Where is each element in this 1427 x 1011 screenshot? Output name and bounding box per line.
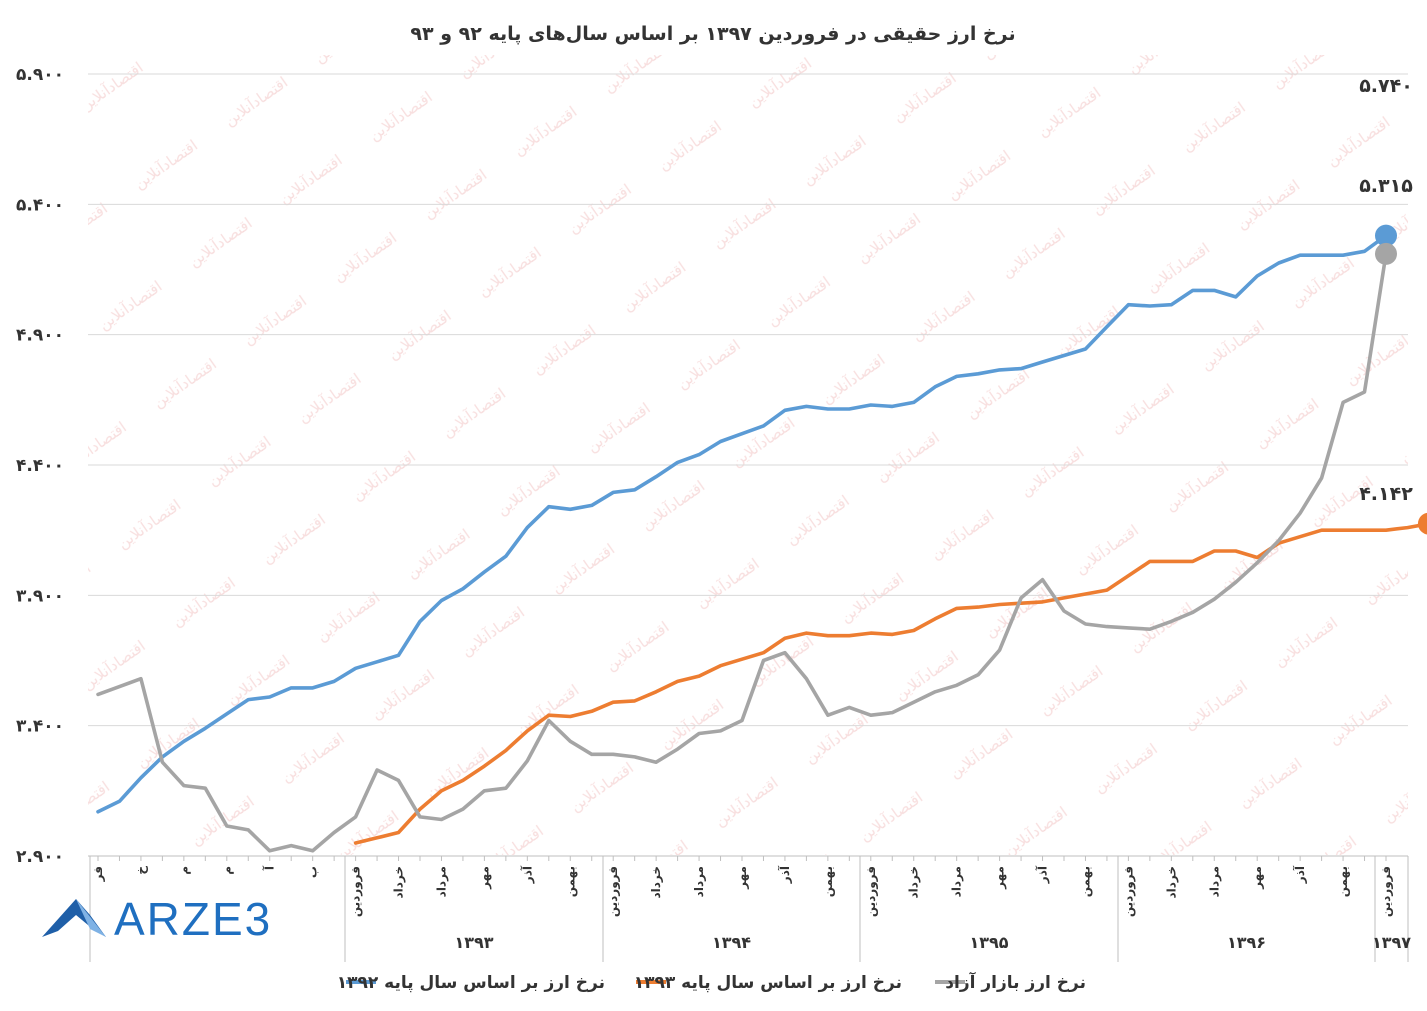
series-end-point (1375, 242, 1397, 265)
x-tick-label: آذر (777, 865, 792, 884)
x-tick-label: مرداد (692, 866, 706, 897)
chart-title: نرخ ارز حقیقی در فروردین ۱۳۹۷ بر اساس سا… (410, 23, 1015, 45)
x-tick-label: مهر (735, 866, 749, 890)
y-tick-label: ۵.۹۰۰ (16, 65, 64, 85)
series-lines (96, 233, 1427, 853)
series-end-point (1375, 224, 1397, 247)
legend-label: نرخ ارز بر اساس سال پایه ۱۳۹۲ (337, 973, 605, 993)
y-axis: ۲.۹۰۰ ۳.۴۰۰ ۳.۹۰۰ ۴.۴۰۰ ۴.۹۰۰ ۵.۴۰۰ ۵.۹۰۰ (16, 65, 64, 867)
x-tick-label: فر (91, 866, 105, 882)
x-tick-label: مهر (477, 866, 491, 890)
y-tick-label: ۴.۹۰۰ (16, 326, 64, 346)
arze3-logo: ARZE3 (42, 893, 272, 945)
x-tick-label: فروردین (864, 866, 879, 917)
y-tick-label: ۴.۴۰۰ (16, 456, 64, 476)
end-markers: ۵.۷۴۰ ۴.۱۴۲ ۵.۳۱۵ (1359, 75, 1427, 535)
x-tick-label: آذر (1035, 865, 1050, 884)
y-tick-label: ۲.۹۰۰ (16, 847, 64, 867)
y-tick-label: ۳.۴۰۰ (16, 717, 64, 737)
logo-mountain-icon (42, 899, 106, 937)
x-tick-label: آذر (519, 865, 534, 884)
series-end-label: ۴.۱۴۲ (1359, 483, 1413, 505)
x-tick-label: بهمن (1078, 866, 1092, 897)
x-tick-label: فروردین (349, 866, 364, 917)
x-tick-label: م (177, 866, 192, 875)
x-tick-label: بهمن (1336, 866, 1350, 897)
x-tick-label: ب (306, 866, 320, 878)
legend-label: نرخ ارز بر اساس سال پایه ۱۳۹۳ (634, 973, 902, 993)
x-tick-label: مرداد (1207, 866, 1221, 897)
x-axis: فر خ م م آ ب فروردین خرداد مرداد مهر آذر بهمن فروردی… (88, 855, 1411, 962)
series-line (96, 252, 1388, 853)
series-end-point (1417, 512, 1427, 535)
x-tick-label: مهر (993, 866, 1007, 890)
x-tick-label: مرداد (434, 866, 448, 897)
x-tick-label: فروردین (1121, 866, 1136, 917)
series-line (353, 522, 1427, 845)
x-tick-label: خرداد (392, 866, 406, 899)
x-tick-label: خرداد (1164, 866, 1178, 899)
x-tick-label: خرداد (907, 866, 921, 899)
series-end-label: ۵.۳۱۵ (1359, 175, 1413, 197)
x-tick-label: مهر (1250, 866, 1264, 890)
x-tick-label: م (220, 866, 235, 875)
x-tick-label: بهمن (563, 866, 577, 897)
x-tick-label: مرداد (950, 866, 964, 897)
y-tick-label: ۵.۴۰۰ (16, 195, 64, 215)
year-label: ۱۳۹۵ (969, 933, 1008, 952)
x-tick-label: آ (262, 865, 277, 871)
legend: نرخ ارز بر اساس سال پایه ۱۳۹۲ نرخ ارز بر … (337, 971, 1086, 993)
x-tick-label: آذر (1292, 865, 1307, 884)
series-end-label: ۵.۷۴۰ (1359, 75, 1413, 97)
logo-text: ARZE3 (114, 893, 272, 945)
x-tick-label: فروردین (606, 866, 621, 917)
year-label: ۱۳۹۷ (1372, 933, 1411, 952)
year-label: ۱۳۹۳ (454, 933, 493, 952)
year-label: ۱۳۹۶ (1227, 933, 1266, 952)
x-tick-label: فروردین (1379, 866, 1394, 917)
series-line (96, 233, 1388, 814)
x-tick-label: خرداد (649, 866, 663, 899)
watermark-pattern (88, 55, 1408, 855)
legend-label: نرخ ارز بازار آزاد (945, 971, 1086, 993)
x-tick-label: خ (134, 866, 148, 875)
year-label: ۱۳۹۴ (712, 933, 751, 952)
x-tick-label: بهمن (821, 866, 835, 897)
y-tick-label: ۳.۹۰۰ (16, 586, 64, 606)
